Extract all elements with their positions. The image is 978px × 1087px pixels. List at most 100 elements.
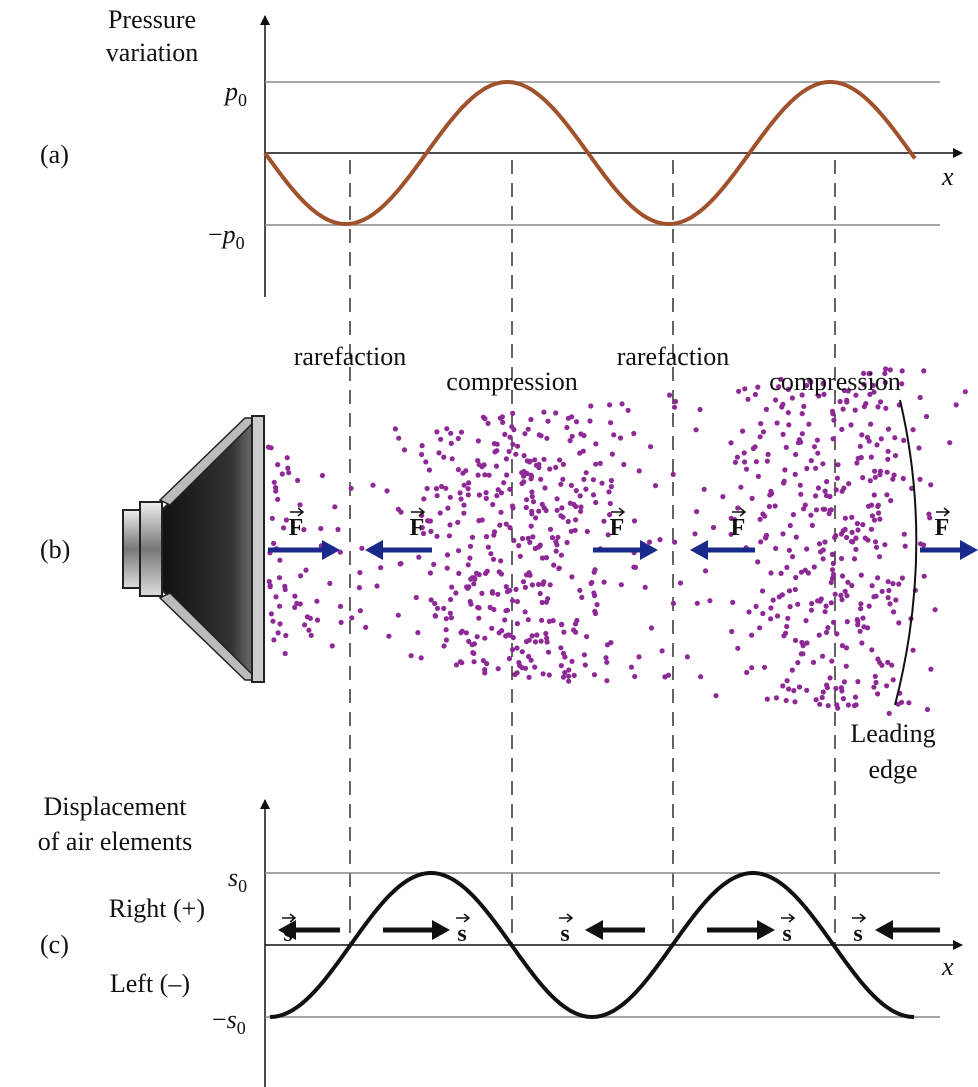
molecule (573, 503, 579, 510)
displacement-label: s (853, 921, 862, 947)
molecule (286, 470, 292, 476)
molecule (803, 618, 809, 624)
molecule (921, 573, 927, 579)
molecule (953, 402, 959, 408)
molecule (529, 489, 535, 495)
molecule (657, 537, 663, 543)
molecule (887, 601, 893, 607)
molecule (308, 632, 314, 639)
molecule (866, 603, 872, 609)
molecule (839, 573, 846, 579)
molecule (753, 603, 759, 610)
molecule (597, 460, 603, 466)
molecule (608, 640, 614, 646)
molecule (545, 418, 551, 424)
molecule (479, 590, 485, 597)
molecule (475, 458, 481, 464)
molecule (434, 429, 440, 435)
molecule (282, 650, 288, 657)
molecule (698, 674, 704, 680)
molecule (444, 565, 450, 571)
molecule (475, 438, 481, 444)
molecule (816, 541, 823, 547)
molecule (337, 603, 344, 610)
molecule (923, 413, 930, 420)
molecule (467, 543, 474, 549)
molecule (558, 481, 564, 487)
molecule (295, 477, 301, 483)
molecule (547, 582, 553, 588)
molecule (910, 647, 916, 653)
molecule (270, 618, 276, 624)
molecule (845, 579, 851, 585)
molecule (906, 700, 912, 706)
molecule (498, 490, 505, 496)
molecule (458, 429, 465, 435)
molecule (855, 527, 861, 533)
molecule (476, 615, 482, 621)
molecule (516, 660, 522, 666)
molecule (476, 492, 482, 498)
molecule (396, 435, 402, 441)
molecule (648, 625, 655, 631)
molecule (902, 543, 908, 549)
molecule (378, 565, 384, 571)
molecule (507, 525, 513, 531)
axis-title: Pressure (108, 5, 196, 34)
molecule (489, 625, 495, 631)
region-label: compression (446, 367, 577, 396)
molecule (434, 533, 440, 539)
molecule (820, 653, 826, 659)
molecule (507, 632, 513, 638)
molecule (888, 498, 894, 504)
molecule (386, 633, 392, 639)
molecule (337, 549, 343, 555)
molecule (670, 600, 677, 607)
molecule (282, 583, 288, 589)
molecule (277, 603, 283, 609)
molecule (830, 571, 837, 577)
molecule (750, 445, 757, 452)
molecule (539, 617, 545, 623)
molecule (831, 417, 837, 423)
molecule (338, 619, 344, 626)
molecule (509, 503, 516, 509)
molecule (875, 575, 881, 581)
vector-arrow (732, 507, 747, 517)
molecule (684, 654, 691, 660)
molecule (662, 674, 668, 680)
molecule (896, 581, 902, 587)
molecule (443, 627, 449, 633)
molecule (423, 459, 429, 465)
molecule (327, 580, 333, 587)
molecule (536, 508, 542, 514)
molecule (275, 630, 281, 636)
displacement-label: s (782, 921, 791, 947)
molecule (867, 478, 873, 484)
symbol: s (227, 1005, 237, 1034)
molecule (631, 430, 637, 437)
molecule (465, 486, 471, 492)
molecule (871, 594, 877, 600)
molecule (842, 588, 848, 595)
molecule (461, 502, 467, 508)
molecule (519, 665, 525, 671)
molecule (555, 534, 561, 540)
molecule (543, 555, 550, 561)
molecule (547, 466, 553, 472)
molecule (428, 528, 434, 535)
panel-label: (a) (40, 140, 69, 169)
molecule (886, 710, 892, 717)
molecule (466, 480, 472, 486)
molecule (874, 442, 880, 448)
molecule (768, 616, 774, 622)
molecule (519, 649, 525, 655)
molecule (804, 687, 810, 693)
molecule (514, 621, 521, 627)
molecule (329, 643, 335, 649)
molecule (560, 650, 567, 657)
molecule (823, 629, 830, 636)
molecule (528, 472, 534, 478)
molecule (892, 453, 899, 459)
molecule (779, 592, 786, 598)
